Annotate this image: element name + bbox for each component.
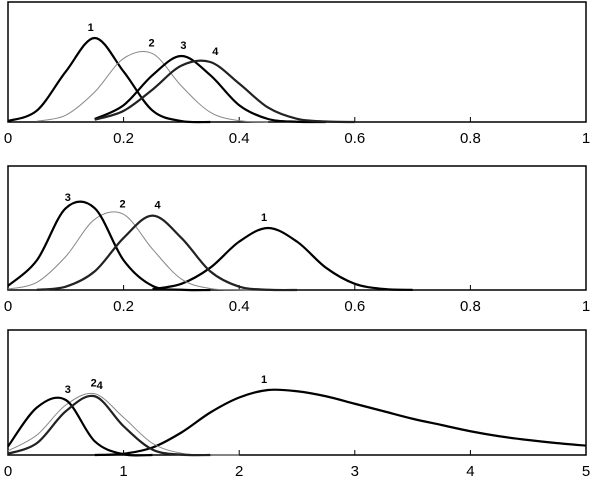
plot-frame bbox=[7, 1, 587, 123]
x-tick-label: 0 bbox=[4, 130, 12, 147]
x-tick-label: 0.6 bbox=[344, 298, 365, 315]
curve bbox=[7, 396, 153, 457]
x-tick-label: 5 bbox=[582, 463, 590, 480]
x-tick-label: 0.6 bbox=[344, 130, 365, 147]
x-tick-label: 2 bbox=[235, 463, 243, 480]
curve bbox=[7, 200, 211, 292]
curve-label: 2 bbox=[148, 38, 154, 50]
curve bbox=[152, 226, 413, 291]
curve bbox=[94, 54, 326, 124]
curve bbox=[36, 50, 269, 123]
curve-label: 1 bbox=[88, 22, 94, 34]
x-tick-label: 0 bbox=[4, 298, 12, 315]
curve-label: 4 bbox=[97, 380, 104, 392]
x-tick-label: 1 bbox=[582, 130, 590, 147]
curve-label: 2 bbox=[120, 198, 126, 210]
curve-label: 3 bbox=[65, 384, 71, 396]
x-tick-label: 0.4 bbox=[229, 298, 250, 315]
x-tick-label: 0.8 bbox=[460, 298, 481, 315]
x-tick-label: 3 bbox=[351, 463, 359, 480]
x-tick-label: 1 bbox=[582, 298, 590, 315]
curve-label: 1 bbox=[261, 212, 267, 224]
curve bbox=[7, 211, 269, 291]
curve bbox=[94, 59, 355, 124]
x-tick-label: 0.4 bbox=[229, 130, 250, 147]
x-tick-label: 0.2 bbox=[113, 130, 134, 147]
curve-label: 3 bbox=[180, 40, 186, 52]
curve-label: 3 bbox=[65, 192, 71, 204]
curve-label: 4 bbox=[212, 46, 219, 58]
curve-label: 2 bbox=[91, 378, 97, 390]
x-tick-label: 0.8 bbox=[460, 130, 481, 147]
x-tick-label: 1 bbox=[119, 463, 127, 480]
curve-label: 4 bbox=[154, 200, 161, 212]
curve bbox=[94, 388, 587, 457]
curve bbox=[36, 214, 298, 292]
x-tick-label: 0.2 bbox=[113, 298, 134, 315]
x-tick-label: 4 bbox=[466, 463, 474, 480]
x-tick-label: 0 bbox=[4, 463, 12, 480]
curve-label: 1 bbox=[261, 374, 267, 386]
plot-frame bbox=[7, 329, 587, 456]
curve bbox=[7, 36, 211, 124]
curve bbox=[7, 394, 211, 457]
